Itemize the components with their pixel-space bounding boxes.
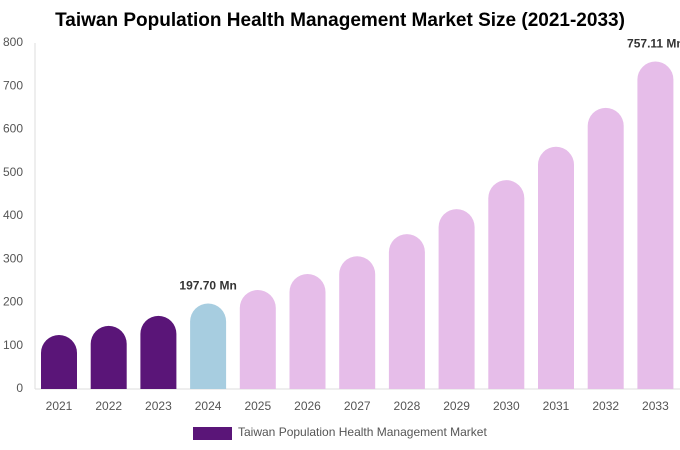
- data-label: 757.11 Mn: [627, 37, 680, 51]
- y-tick-label: 0: [16, 381, 23, 395]
- bar: [239, 289, 276, 389]
- legend-swatch: [193, 427, 232, 440]
- bar: [538, 146, 574, 389]
- x-tick-label: 2022: [95, 399, 122, 413]
- x-tick-label: 2027: [344, 399, 371, 413]
- y-tick-label: 100: [3, 338, 23, 352]
- y-tick-label: 400: [3, 208, 23, 222]
- bar: [140, 315, 177, 389]
- bar: [190, 303, 227, 389]
- x-tick-label: 2026: [294, 399, 321, 413]
- x-tick-label: 2033: [642, 399, 669, 413]
- x-tick-label: 2021: [46, 399, 73, 413]
- bar: [388, 234, 425, 389]
- x-tick-label: 2024: [195, 399, 222, 413]
- x-tick-label: 2028: [394, 399, 421, 413]
- bar: [438, 209, 475, 389]
- bar: [90, 325, 127, 389]
- y-tick-label: 600: [3, 122, 23, 136]
- y-tick-label: 800: [3, 35, 23, 49]
- x-tick-label: 2031: [543, 399, 570, 413]
- legend-label: Taiwan Population Health Management Mark…: [238, 425, 487, 439]
- chart-title: Taiwan Population Health Management Mark…: [55, 10, 625, 31]
- bar: [587, 107, 624, 390]
- x-tick-label: 2030: [493, 399, 520, 413]
- y-tick-label: 500: [3, 165, 23, 179]
- bar: [488, 180, 525, 389]
- data-label: 197.70 Mn: [179, 279, 236, 293]
- y-tick-label: 300: [3, 251, 23, 265]
- x-tick-label: 2029: [443, 399, 470, 413]
- bar: [41, 334, 77, 389]
- y-tick-label: 200: [3, 295, 23, 309]
- y-tick-label: 700: [3, 78, 23, 92]
- x-tick-label: 2032: [592, 399, 619, 413]
- bar: [637, 61, 674, 389]
- bar: [339, 256, 376, 389]
- bar: [289, 273, 326, 389]
- x-tick-label: 2025: [244, 399, 271, 413]
- x-tick-label: 2023: [145, 399, 172, 413]
